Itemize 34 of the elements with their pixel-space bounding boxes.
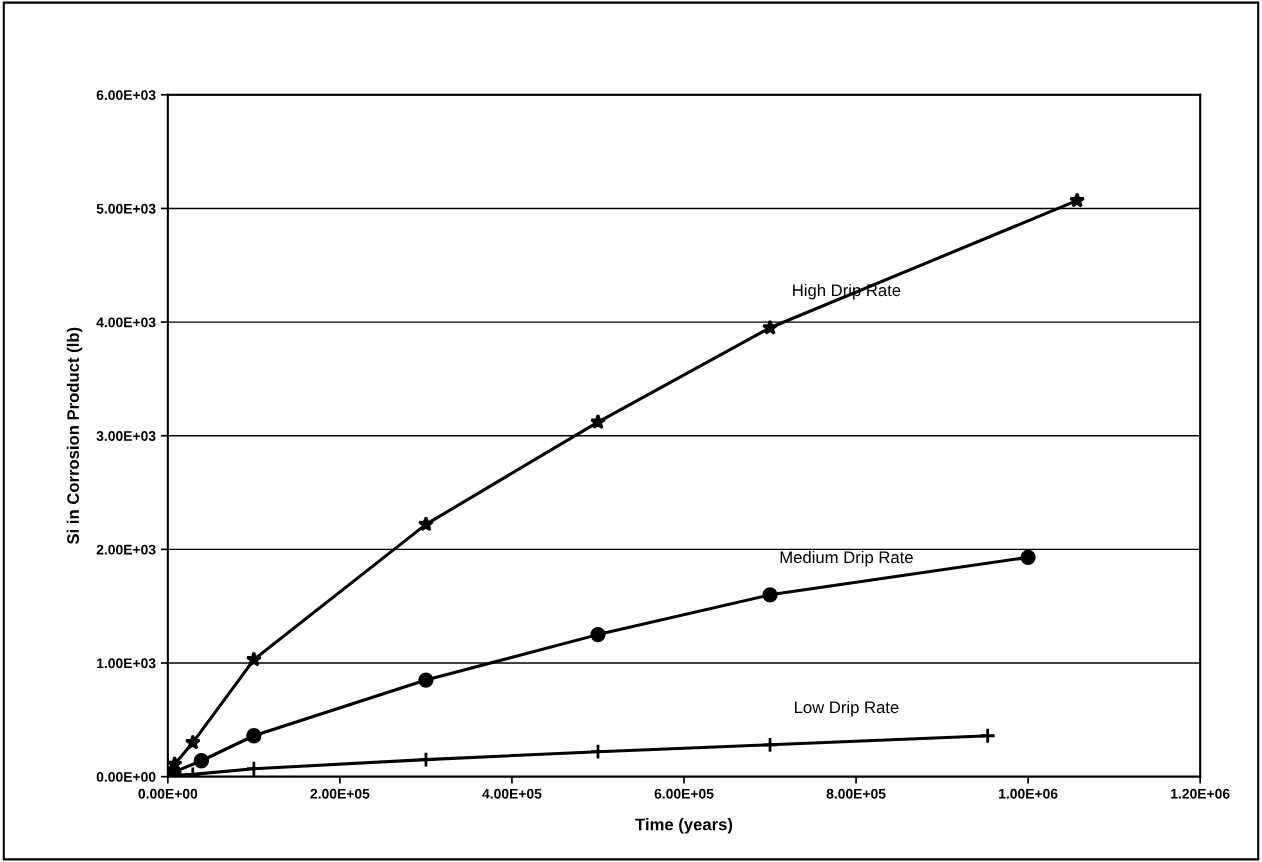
point bbox=[1020, 549, 1036, 565]
x-tick-label: 1.20E+06 bbox=[1171, 788, 1230, 799]
y-tick-label: 1.00E+03 bbox=[97, 658, 156, 669]
y-tick-label: 0.00E+00 bbox=[96, 772, 156, 782]
x-tick-label: 6.00E+05 bbox=[654, 788, 714, 799]
point bbox=[762, 587, 778, 603]
y-axis-title: Si in Corrosion Product (lb) bbox=[66, 327, 83, 545]
series-label: Medium Drip Rate bbox=[780, 550, 913, 567]
y-tick-label: 6.00E+03 bbox=[96, 90, 156, 101]
y-tick-label: 3.00E+03 bbox=[96, 431, 156, 441]
point bbox=[762, 319, 779, 335]
y-tick-label: 5.00E+03 bbox=[96, 203, 156, 214]
point bbox=[979, 727, 997, 745]
point bbox=[193, 753, 210, 769]
x-tick-label: 2.00E+05 bbox=[310, 788, 370, 799]
point bbox=[1069, 192, 1086, 208]
y-tick-label: 4.00E+03 bbox=[96, 317, 156, 328]
point bbox=[418, 672, 434, 688]
x-tick-label: 0.00E+00 bbox=[138, 788, 198, 799]
x-axis-title: Time (years) bbox=[635, 818, 733, 834]
y-tick-label: 2.00E+03 bbox=[96, 544, 156, 555]
point bbox=[246, 728, 262, 744]
point bbox=[589, 413, 606, 430]
point bbox=[590, 626, 606, 643]
point bbox=[761, 736, 779, 754]
point bbox=[245, 760, 263, 777]
point bbox=[417, 516, 434, 532]
point bbox=[184, 734, 201, 750]
series-label: Low Drip Rate bbox=[794, 700, 899, 717]
x-tick-label: 4.00E+05 bbox=[482, 788, 542, 799]
x-tick-label: 1.00E+06 bbox=[999, 788, 1058, 799]
point bbox=[417, 751, 435, 768]
point bbox=[245, 651, 262, 667]
x-tick-label: 8.00E+05 bbox=[826, 788, 886, 799]
